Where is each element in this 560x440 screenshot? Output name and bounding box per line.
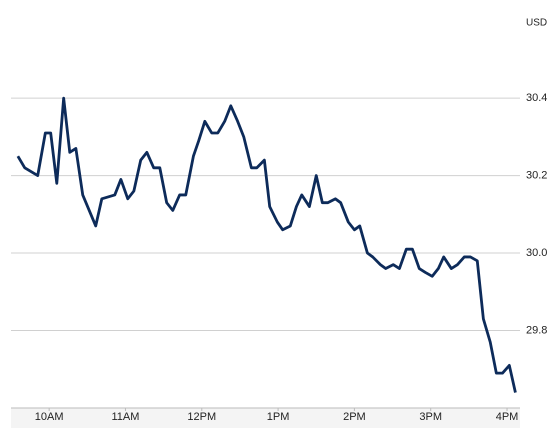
x-tick-label: 10AM (35, 411, 64, 423)
x-tick-label: 2PM (343, 411, 366, 423)
y-axis-label: USD (526, 18, 547, 29)
x-tick-label: 1PM (267, 411, 290, 423)
y-tick-label: 30.0 (526, 247, 547, 259)
price-line (16, 96, 517, 393)
y-tick-label: 30.4 (526, 92, 547, 104)
y-tick-label: 29.8 (526, 324, 547, 336)
x-axis-band (11, 408, 520, 428)
y-tick-label: 30.2 (526, 169, 547, 181)
x-tick-label: 11AM (112, 411, 140, 423)
x-tick-label: 3PM (419, 411, 442, 423)
x-tick-label: 4PM (496, 411, 519, 423)
x-tick-label: 12PM (187, 411, 216, 423)
